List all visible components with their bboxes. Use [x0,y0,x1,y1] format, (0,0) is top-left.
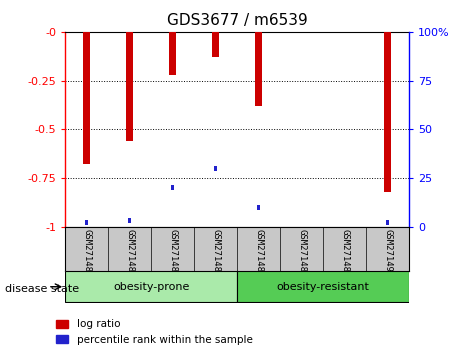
Bar [237,272,409,302]
Legend: log ratio, percentile rank within the sample: log ratio, percentile rank within the sa… [52,315,257,349]
Bar [171,185,174,190]
Text: obesity-resistant: obesity-resistant [277,282,370,292]
Bar [65,272,237,302]
Bar [85,220,88,225]
Text: GSM271488: GSM271488 [297,229,306,277]
Title: GDS3677 / m6539: GDS3677 / m6539 [167,13,307,28]
Text: GSM271489: GSM271489 [340,229,349,277]
Bar [128,218,131,223]
Bar [255,32,262,106]
Bar [214,166,217,171]
Bar [213,32,219,57]
Text: GSM271486: GSM271486 [254,229,263,277]
Text: GSM271487: GSM271487 [211,229,220,277]
Text: GSM271485: GSM271485 [168,229,177,277]
Bar [169,32,176,75]
Bar [386,220,389,225]
Text: GSM271484: GSM271484 [125,229,134,277]
Text: GSM271483: GSM271483 [82,229,91,277]
Bar [385,32,391,192]
Bar [257,205,260,210]
Text: disease state: disease state [5,284,79,293]
Bar [126,32,133,141]
Text: GSM271490: GSM271490 [383,229,392,277]
Text: obesity-prone: obesity-prone [113,282,189,292]
Bar [83,32,90,164]
